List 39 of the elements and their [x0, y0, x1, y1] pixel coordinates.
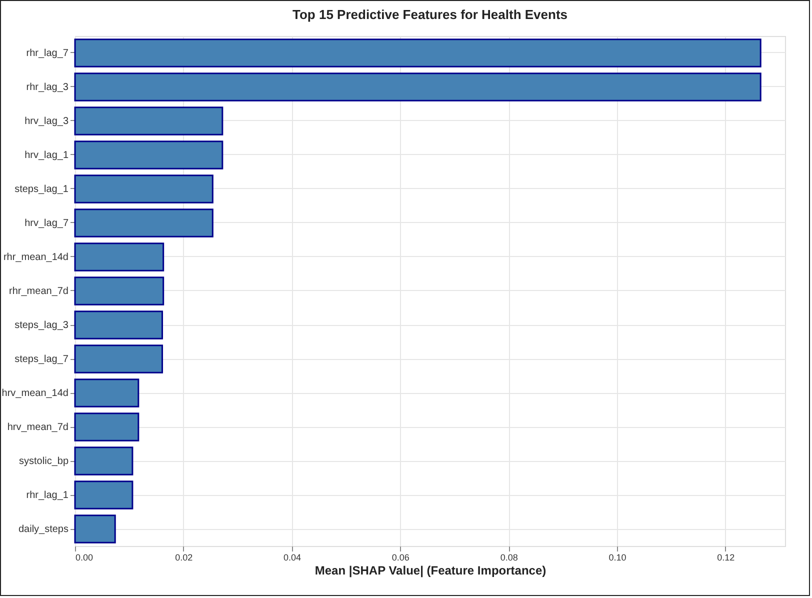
bar	[74, 344, 164, 374]
bar	[74, 446, 134, 476]
chart-title: Top 15 Predictive Features for Health Events	[292, 7, 568, 22]
x-tick-label: 0.02	[175, 552, 193, 562]
bar	[74, 38, 762, 68]
bar	[74, 514, 116, 544]
bar	[74, 174, 214, 204]
y-tick-label: rhr_lag_3	[26, 82, 69, 93]
x-tick-label: 0.04	[284, 552, 302, 562]
bar	[74, 106, 224, 136]
x-tick-label: 0.12	[717, 552, 735, 562]
y-tick-label: steps_lag_1	[14, 184, 69, 195]
bar	[74, 412, 140, 442]
bar	[74, 378, 140, 408]
y-tick-label: steps_lag_3	[14, 320, 69, 331]
x-tick-label: 0.00	[76, 552, 94, 562]
y-tick-label: daily_steps	[18, 524, 68, 535]
y-tick-label: hrv_lag_1	[24, 150, 69, 161]
bar	[74, 242, 164, 272]
y-tick-label: rhr_mean_7d	[9, 286, 68, 297]
bar	[74, 310, 164, 340]
y-tick-label: hrv_mean_14d	[2, 388, 68, 399]
bar	[74, 276, 164, 306]
bar	[74, 140, 224, 170]
y-tick-label: rhr_mean_14d	[3, 252, 68, 263]
y-tick-label: hrv_lag_3	[24, 116, 69, 127]
bar	[74, 72, 762, 102]
x-tick-label: 0.08	[500, 552, 518, 562]
x-tick-label: 0.06	[392, 552, 410, 562]
bar	[74, 480, 134, 510]
y-tick-label: hrv_lag_7	[24, 218, 69, 229]
y-tick-label: rhr_lag_1	[26, 490, 69, 501]
x-axis-title: Mean |SHAP Value| (Feature Importance)	[314, 564, 546, 578]
y-tick-label: rhr_lag_7	[26, 48, 69, 59]
y-tick-label: systolic_bp	[19, 456, 69, 467]
bar	[74, 208, 214, 238]
x-tick-label: 0.10	[608, 552, 626, 562]
y-tick-label: hrv_mean_7d	[7, 422, 68, 433]
y-tick-label: steps_lag_7	[14, 354, 69, 365]
